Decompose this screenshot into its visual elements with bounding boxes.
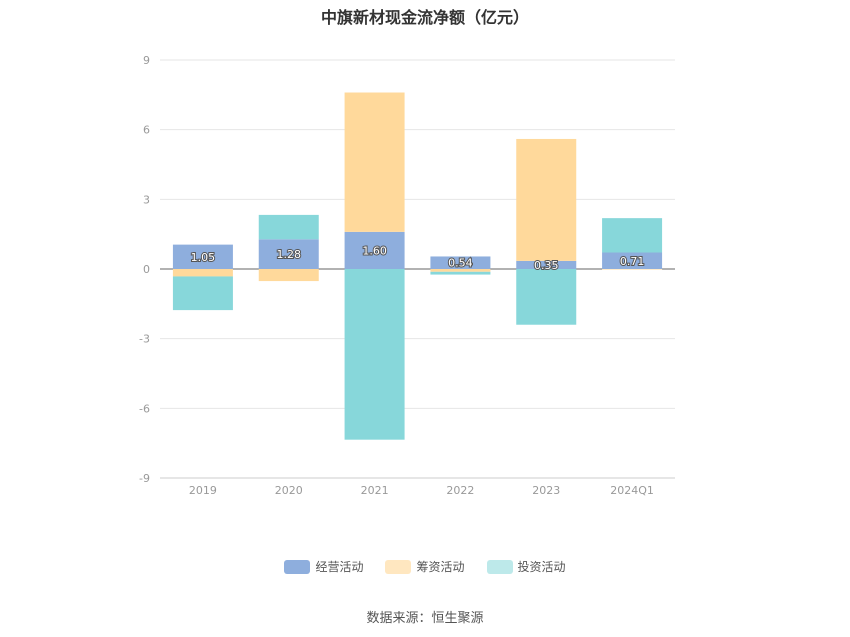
bar-financing (430, 269, 491, 272)
bar-operating (602, 252, 663, 269)
x-tick-label: 2020 (275, 484, 303, 497)
legend-item-operating[interactable]: 经营活动 (284, 558, 363, 575)
data-label: 1.60 (362, 244, 387, 257)
legend-swatch-financing (385, 559, 412, 574)
data-label: 0.71 (620, 255, 645, 268)
legend-item-investing[interactable]: 投资活动 (486, 558, 566, 575)
y-tick-label: -9 (139, 472, 150, 485)
bar-financing (602, 269, 663, 270)
bar-investing (172, 276, 233, 311)
bar-investing (258, 214, 319, 240)
chart-title: 中旗新材现金流净额（亿元） (320, 8, 529, 27)
bar-operating (258, 239, 319, 269)
legend-label-operating: 经营活动 (315, 560, 364, 574)
chart-legend: 经营活动 筹资活动 投资活动 (0, 558, 850, 575)
x-tick-label: 2022 (446, 484, 474, 497)
data-label: 0.35 (534, 259, 559, 272)
bar-operating (172, 244, 233, 269)
x-tick-label: 2023 (532, 484, 560, 497)
bar-financing (516, 138, 577, 261)
legend-label-investing: 投资活动 (517, 560, 566, 574)
source-note: 数据来源：恒生聚源 (366, 611, 484, 626)
bar-operating (430, 256, 491, 269)
bar-financing (172, 269, 233, 277)
y-tick-label: 0 (143, 263, 150, 276)
y-tick-label: 6 (143, 124, 150, 137)
bar-financing (258, 269, 319, 282)
bar-investing (516, 269, 577, 325)
data-label: 1.28 (277, 248, 302, 261)
y-tick-label: 9 (143, 54, 150, 67)
legend-swatch-operating (284, 559, 311, 574)
x-tick-label: 2019 (189, 484, 217, 497)
x-tick-label: 2024Q1 (610, 484, 654, 497)
data-label: 1.05 (191, 251, 216, 264)
x-tick-label: 2021 (361, 484, 389, 497)
bar-operating (344, 231, 405, 269)
y-tick-label: -3 (139, 333, 150, 346)
bar-investing (602, 218, 663, 253)
legend-label-financing: 筹资活动 (416, 560, 465, 574)
legend-swatch-investing (486, 559, 513, 574)
bar-financing (344, 92, 405, 232)
bar-operating (516, 260, 577, 269)
y-tick-label: -6 (139, 402, 150, 415)
y-tick-label: 3 (143, 193, 150, 206)
legend-item-financing[interactable]: 筹资活动 (385, 558, 465, 575)
data-label: 0.54 (448, 257, 473, 270)
bar-investing (344, 269, 405, 440)
bar-investing (430, 271, 491, 275)
